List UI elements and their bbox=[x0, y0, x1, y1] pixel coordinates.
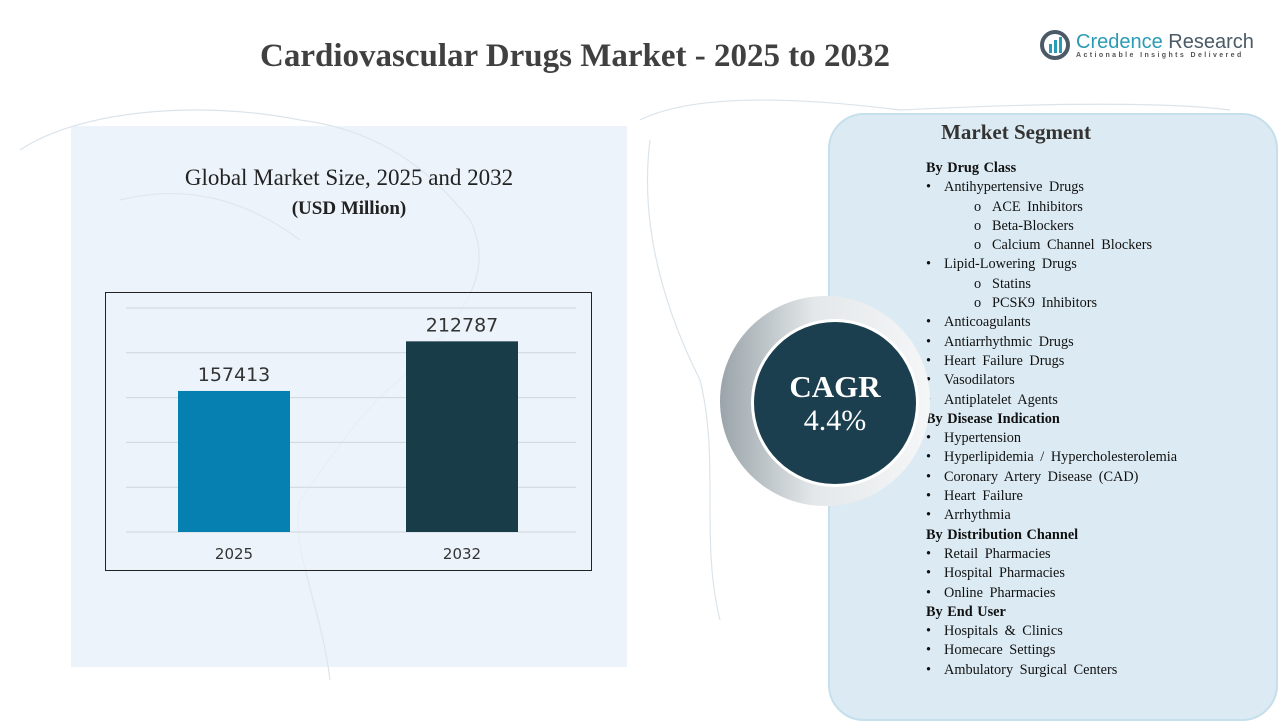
segment-item: Hypertension bbox=[926, 429, 1177, 449]
logo-name-part2: Research bbox=[1162, 30, 1254, 53]
segment-item: Hospitals & Clinics bbox=[926, 622, 1177, 642]
data-label: 157413 bbox=[198, 364, 271, 386]
chart-title: Global Market Size, 2025 and 2032 bbox=[184, 165, 514, 190]
logo-name-part1: Credence bbox=[1076, 30, 1163, 53]
bar-chart-svg: 157413 2025 212787 2032 bbox=[126, 307, 576, 563]
cagr-badge: CAGR 4.4% bbox=[751, 319, 919, 487]
segment-item: Hospital Pharmacies bbox=[926, 564, 1177, 584]
bar-chart: 157413 2025 212787 2032 bbox=[105, 292, 592, 571]
cagr-value: 4.4% bbox=[803, 404, 867, 437]
segment-heading: By End User bbox=[926, 603, 1006, 620]
segment-heading: By Disease Indication bbox=[926, 410, 1060, 427]
segment-item: Online Pharmacies bbox=[926, 584, 1177, 604]
logo-icon bbox=[1040, 30, 1070, 60]
page-title: Cardiovascular Drugs Market - 2025 to 20… bbox=[260, 38, 890, 74]
market-segment-title: Market Segment bbox=[941, 120, 1091, 144]
segment-item: Hyperlipidemia / Hypercholesterolemia bbox=[926, 448, 1177, 468]
segment-item: Lipid-Lowering Drugs bbox=[926, 255, 1177, 275]
chart-unit: (USD Million) bbox=[291, 198, 407, 219]
segment-item: Arrhythmia bbox=[926, 506, 1177, 526]
x-tick-label: 2025 bbox=[215, 545, 253, 563]
segment-item: Retail Pharmacies bbox=[926, 545, 1177, 565]
segment-item: Anticoagulants bbox=[926, 313, 1177, 333]
segment-item: Antihypertensive Drugs bbox=[926, 178, 1177, 198]
segment-item: Vasodilators bbox=[926, 371, 1177, 391]
segment-item: Coronary Artery Disease (CAD) bbox=[926, 468, 1177, 488]
segment-subitem: Statins bbox=[926, 275, 1177, 295]
segment-item: Homecare Settings bbox=[926, 641, 1177, 661]
market-segment-list: By Drug Class Antihypertensive DrugsACE I… bbox=[926, 159, 1177, 680]
segment-subitem: Calcium Channel Blockers bbox=[926, 236, 1177, 256]
segment-subitem: Beta-Blockers bbox=[926, 217, 1177, 237]
segment-subitem: ACE Inhibitors bbox=[926, 198, 1177, 218]
segment-subitem: PCSK9 Inhibitors bbox=[926, 294, 1177, 314]
segment-heading: By Drug Class bbox=[926, 160, 1017, 176]
segment-item: Antiplatelet Agents bbox=[926, 391, 1177, 411]
segment-item: Heart Failure bbox=[926, 487, 1177, 507]
segment-item: Antiarrhythmic Drugs bbox=[926, 333, 1177, 353]
credence-research-logo: Credence Research Actionable Insights De… bbox=[1040, 30, 1254, 60]
segment-heading: By Distribution Channel bbox=[926, 526, 1079, 543]
segment-item: Ambulatory Surgical Centers bbox=[926, 661, 1177, 681]
bar-2025 bbox=[178, 390, 290, 532]
segment-item: Heart Failure Drugs bbox=[926, 352, 1177, 372]
cagr-label: CAGR bbox=[789, 369, 881, 404]
logo-tagline: Actionable Insights Delivered bbox=[1076, 51, 1244, 59]
x-tick-label: 2032 bbox=[443, 545, 481, 563]
bar-2032 bbox=[406, 341, 518, 532]
data-label: 212787 bbox=[426, 314, 499, 336]
